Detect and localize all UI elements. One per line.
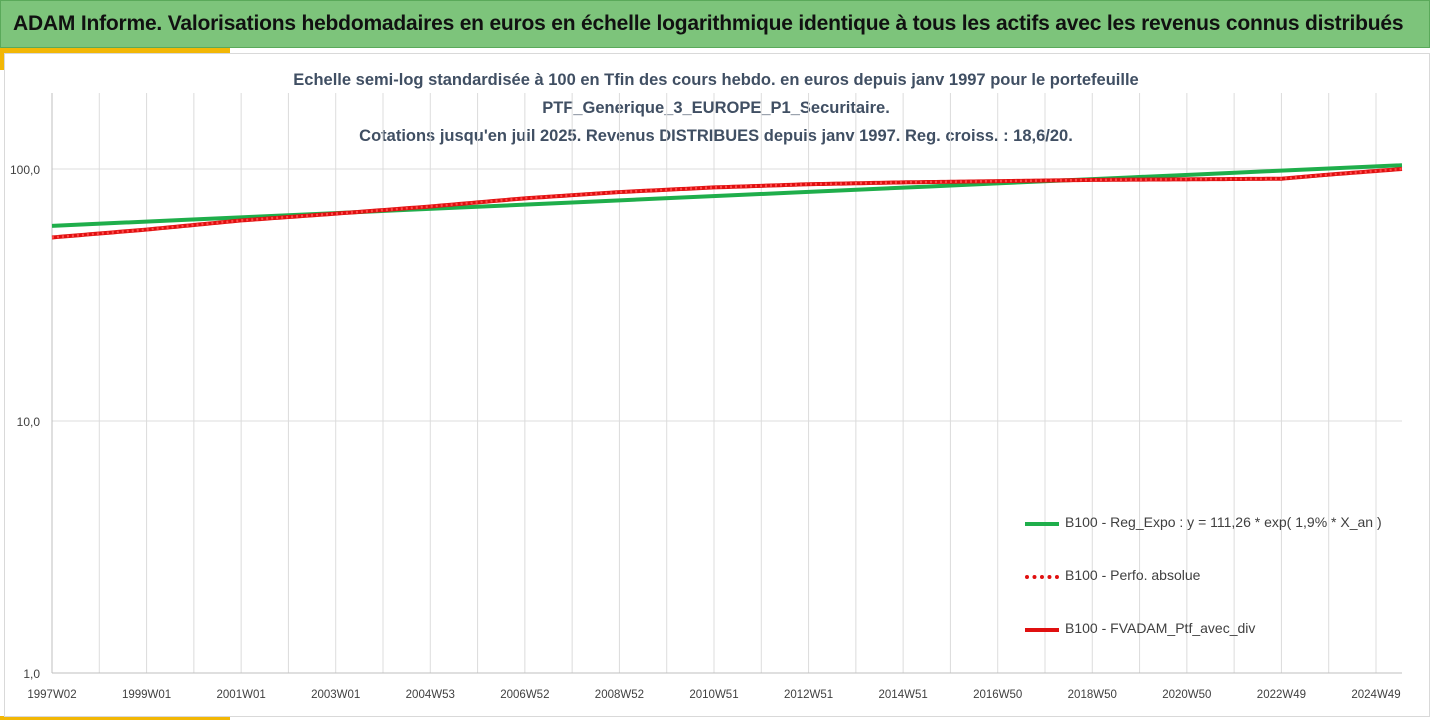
- accent-bar-top: [0, 48, 230, 53]
- legend-swatch-red-solid: [1025, 628, 1059, 632]
- chart-title-line-3: Cotations jusqu'en juil 2025. Revenus DI…: [359, 127, 1073, 145]
- chart-title-line-2: PTF_Generique_3_EUROPE_P1_Securitaire.: [542, 99, 890, 117]
- x-tick-label: 1997W02: [27, 689, 76, 701]
- x-tick-label: 2001W01: [217, 689, 266, 701]
- legend-swatch-red-dotted: [1025, 575, 1059, 579]
- x-tick-label: 2010W51: [689, 689, 738, 701]
- axis-layer: 1,0 10,0 100,0 1997W02 1999W01 2001W01 2003W01…: [10, 93, 1402, 701]
- report-banner: ADAM Informe. Valorisations hebdomadaire…: [0, 0, 1430, 48]
- x-tick-label: 2004W53: [406, 689, 455, 701]
- legend-label-reg-expo: B100 - Reg_Expo : y = 111,26 * exp( 1,9%…: [1065, 514, 1382, 530]
- legend-label-perfo-absolue: B100 - Perfo. absolue: [1065, 567, 1201, 583]
- x-tick-label: 2008W52: [595, 689, 644, 701]
- legend-label-fvadam: B100 - FVADAM_Ptf_avec_div: [1065, 620, 1256, 636]
- legend-swatch-green-solid: [1025, 522, 1059, 526]
- report-title: ADAM Informe. Valorisations hebdomadaire…: [13, 12, 1404, 35]
- x-tick-label: 1999W01: [122, 689, 171, 701]
- y-tick-label: 10,0: [17, 415, 41, 429]
- series-fvadam-line: [51, 167, 1403, 240]
- y-tick-label: 1,0: [23, 667, 40, 681]
- x-tick-label: 2006W52: [500, 689, 549, 701]
- accent-bar-left: [0, 48, 5, 70]
- series-layer: [51, 163, 1403, 240]
- x-tick-label: 2022W49: [1257, 689, 1306, 701]
- x-tick-label: 2012W51: [784, 689, 833, 701]
- x-tick-label: 2003W01: [311, 689, 360, 701]
- x-tick-label: 2018W50: [1068, 689, 1117, 701]
- x-tick-label: 2014W51: [879, 689, 928, 701]
- x-tick-label: 2024W49: [1351, 689, 1400, 701]
- x-tick-label: 2020W50: [1162, 689, 1211, 701]
- y-tick-label: 100,0: [10, 163, 40, 177]
- chart-title: Echelle semi-log standardisée à 100 en T…: [0, 66, 1432, 150]
- chart-frame: [4, 53, 1430, 717]
- accent-bar-bottom: [0, 716, 230, 720]
- series-perfo-absolue-line: [51, 167, 1403, 239]
- x-tick-label: 2016W50: [973, 689, 1022, 701]
- series-reg-expo-line: [51, 163, 1403, 228]
- chart-title-line-1: Echelle semi-log standardisée à 100 en T…: [293, 71, 1139, 89]
